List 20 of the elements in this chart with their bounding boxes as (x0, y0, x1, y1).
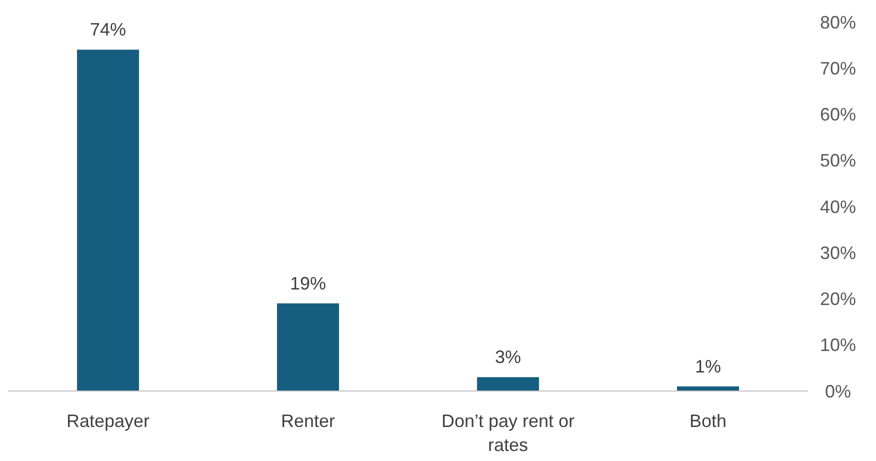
data-label: 1% (694, 356, 722, 376)
data-label: 19% (290, 273, 326, 294)
data-label: 3% (494, 347, 522, 368)
x-tick-label: Don’t pay rent or rates (441, 411, 575, 455)
y-tick-label: 0% (824, 381, 852, 402)
bar (477, 377, 539, 391)
y-tick-label: 20% (820, 289, 856, 310)
x-tick-label: Both (689, 411, 727, 431)
bar (277, 303, 339, 391)
y-tick-label: 40% (820, 196, 856, 217)
y-tick-label: 70% (820, 58, 856, 78)
y-tick-label: 30% (820, 242, 856, 263)
y-tick-label: 50% (820, 150, 856, 171)
x-tick-label: Ratepayer (66, 411, 150, 431)
y-tick-label: 60% (820, 104, 856, 125)
x-tick-label: Renter (280, 411, 336, 431)
y-tick-label: 80% (820, 12, 856, 32)
data-label: 74% (90, 20, 126, 40)
y-tick-label: 10% (820, 335, 856, 356)
bar (77, 50, 139, 391)
